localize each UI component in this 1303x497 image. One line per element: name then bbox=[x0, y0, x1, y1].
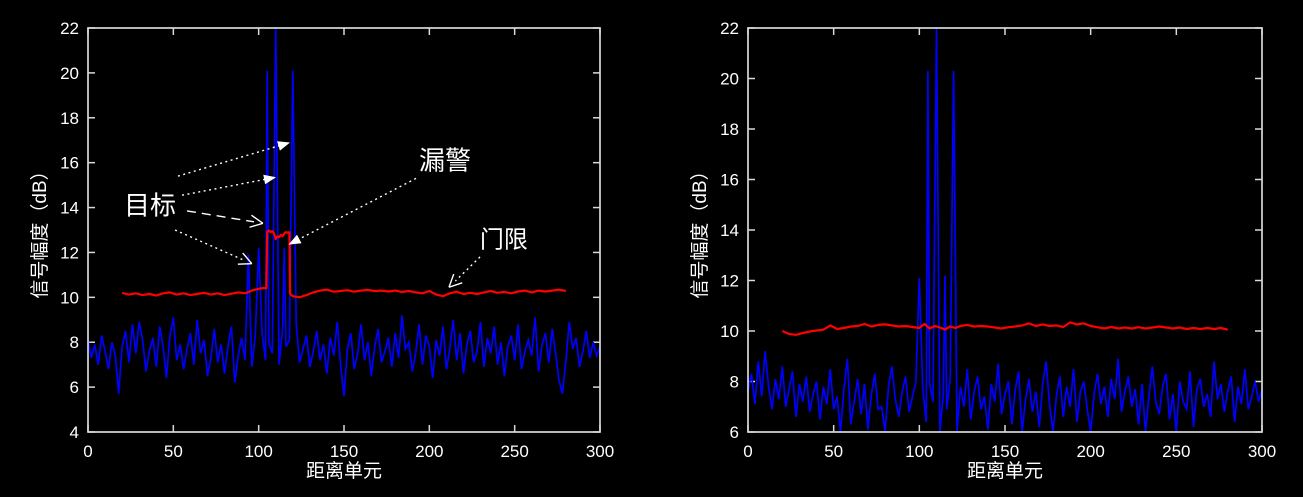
x-ticks: 0 50 100 150 200 250 300 bbox=[83, 28, 614, 461]
right-plot-content: 0 50 100 150 200 250 300 6 8 10 12 14 16 18 20 22 bbox=[720, 19, 1276, 461]
x-tick-label: 0 bbox=[743, 442, 752, 461]
left-plot-content: 0 50 100 150 200 250 300 4 6 8 10 12 14 16 18 20 22 目标 漏警门… bbox=[60, 19, 614, 461]
y-tick-label: 12 bbox=[60, 243, 79, 262]
left-axes-box bbox=[87, 27, 601, 433]
signal-series bbox=[747, 27, 1263, 433]
y-tick-label: 16 bbox=[60, 154, 79, 173]
x-tick-label: 200 bbox=[415, 442, 443, 461]
x-tick-label: 200 bbox=[1076, 442, 1104, 461]
annotation-arrowhead bbox=[448, 273, 455, 288]
right-xlabel: 距离单元 bbox=[967, 460, 1043, 482]
y-tick-label: 22 bbox=[60, 19, 79, 38]
y-tick-label: 10 bbox=[720, 322, 739, 341]
y-tick-label: 18 bbox=[720, 120, 739, 139]
annotation-arrow-line bbox=[177, 144, 282, 177]
x-tick-label: 150 bbox=[991, 442, 1019, 461]
x-tick-label: 100 bbox=[244, 442, 272, 461]
y-tick-label: 4 bbox=[70, 423, 79, 442]
y-tick-label: 12 bbox=[720, 272, 739, 291]
left-ylabel: 信号幅度（dB） bbox=[29, 161, 51, 298]
x-tick-label: 50 bbox=[164, 442, 183, 461]
x-tick-label: 0 bbox=[83, 442, 92, 461]
annotation-arrowhead bbox=[242, 252, 253, 265]
y-tick-label: 8 bbox=[730, 373, 739, 392]
x-tick-label: 250 bbox=[500, 442, 528, 461]
x-tick-label: 100 bbox=[905, 442, 933, 461]
y-tick-label: 14 bbox=[720, 221, 739, 240]
annotation-arrowhead bbox=[237, 262, 252, 265]
y-tick-label: 18 bbox=[60, 109, 79, 128]
annotation-text: 漏警 bbox=[419, 146, 471, 176]
annotation-text: 目标 bbox=[124, 190, 176, 220]
right-ylabel: 信号幅度（dB） bbox=[689, 161, 711, 298]
x-tick-label: 150 bbox=[330, 442, 358, 461]
threshold-series bbox=[781, 321, 1228, 336]
y-tick-label: 22 bbox=[720, 19, 739, 38]
threshold-series bbox=[121, 229, 567, 299]
y-tick-label: 20 bbox=[720, 70, 739, 89]
signal-series bbox=[87, 27, 601, 397]
annotation-arrowhead bbox=[448, 282, 463, 288]
y-ticks: 6 8 10 12 14 16 18 20 22 bbox=[720, 19, 1262, 442]
x-tick-label: 300 bbox=[586, 442, 614, 461]
x-tick-label: 300 bbox=[1248, 442, 1276, 461]
x-ticks: 0 50 100 150 200 250 300 bbox=[743, 28, 1276, 461]
y-tick-label: 14 bbox=[60, 199, 79, 218]
left-chart: 0 50 100 150 200 250 300 4 6 8 10 12 14 16 18 20 22 目标 漏警门… bbox=[29, 19, 614, 482]
annotation-arrowhead bbox=[251, 214, 264, 224]
y-tick-label: 10 bbox=[60, 288, 79, 307]
annotation-arrowhead bbox=[249, 222, 264, 228]
y-tick-label: 8 bbox=[70, 333, 79, 352]
y-tick-label: 6 bbox=[70, 378, 79, 397]
annotation-arrow-line bbox=[454, 256, 481, 282]
x-tick-label: 250 bbox=[1162, 442, 1190, 461]
annotation-text: 门限 bbox=[480, 226, 528, 253]
annotation-arrow-line bbox=[181, 178, 268, 196]
annotation-arrowhead bbox=[263, 174, 277, 185]
y-tick-label: 16 bbox=[720, 171, 739, 190]
y-tick-label: 20 bbox=[60, 64, 79, 83]
y-ticks: 4 6 8 10 12 14 16 18 20 22 bbox=[60, 19, 600, 442]
right-axes-box bbox=[747, 27, 1263, 433]
annotation-arrow-line bbox=[186, 210, 255, 223]
annotation-arrow-line bbox=[296, 177, 417, 242]
left-xlabel: 距离单元 bbox=[306, 460, 382, 482]
x-tick-label: 50 bbox=[824, 442, 843, 461]
annotation-arrow-line bbox=[174, 229, 244, 261]
y-tick-label: 6 bbox=[730, 423, 739, 442]
annotation-arrowhead bbox=[277, 141, 291, 151]
annotation-arrowhead bbox=[288, 234, 302, 245]
